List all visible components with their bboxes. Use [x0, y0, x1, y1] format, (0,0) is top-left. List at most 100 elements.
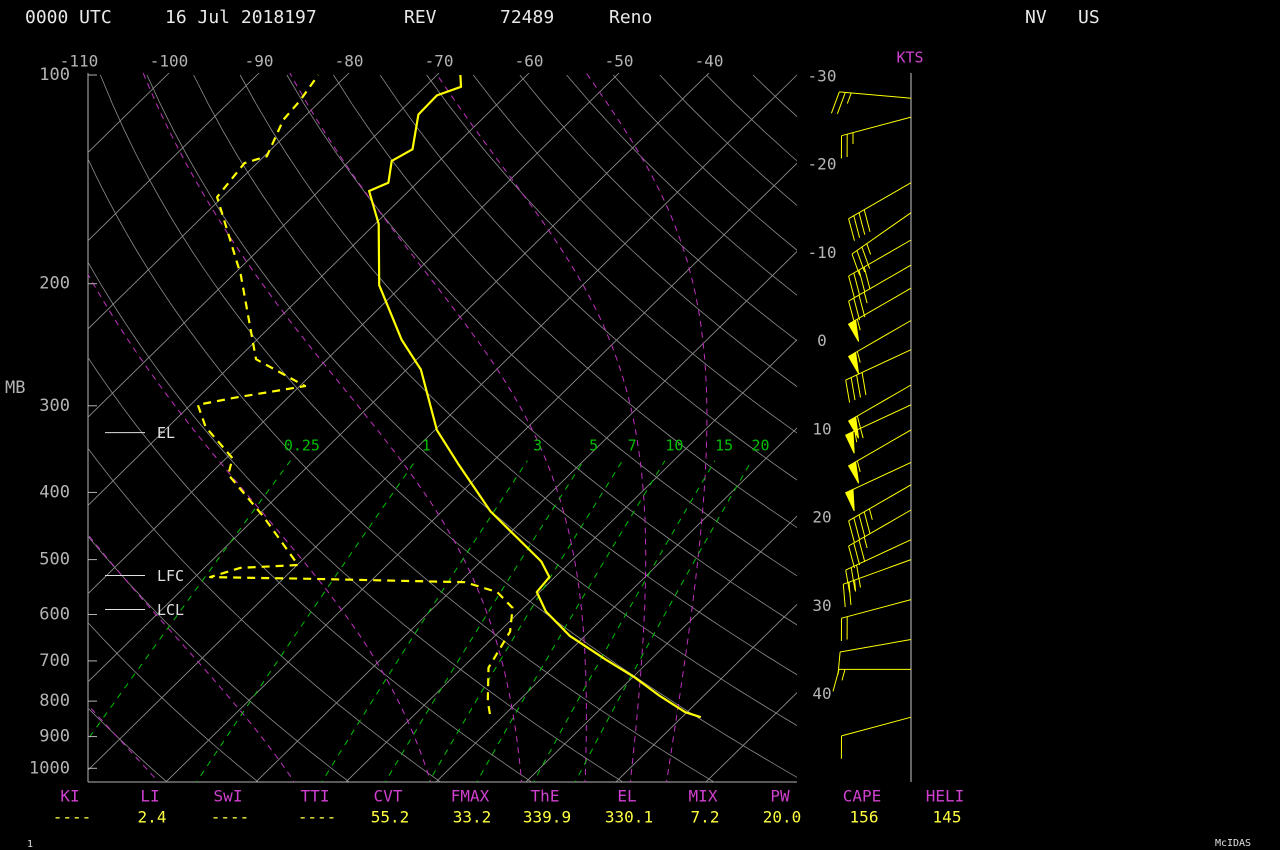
wind-barb: [848, 239, 912, 299]
dry-adiabat: [426, 74, 797, 434]
isotherm: [255, 250, 797, 782]
plot-background-lines: [88, 73, 797, 782]
index-value: ----: [53, 808, 92, 827]
footer-right: McIDAS: [1215, 838, 1251, 849]
wind-barb-flag: [845, 488, 855, 512]
isotherm-label: 10: [812, 419, 831, 438]
index-name: PW: [770, 787, 790, 806]
index-value: 2.4: [138, 808, 167, 827]
mixing-ratio-label: 15: [715, 437, 733, 455]
dry-adiabat: [88, 622, 259, 782]
isotherm: [88, 73, 710, 683]
mixing-ratio-line: [574, 460, 753, 782]
wind-barb: [848, 264, 912, 324]
header-name: Reno: [609, 7, 652, 28]
wind-barb: [848, 287, 912, 331]
isotherm-label: 30: [812, 596, 831, 615]
wind-barb: [840, 716, 912, 759]
index-value: 20.0: [763, 808, 802, 827]
index-value: ----: [211, 808, 250, 827]
isotherm-label: -20: [808, 155, 837, 174]
mixing-ratio-line: [195, 460, 416, 782]
y-tick-label: 100: [39, 65, 70, 85]
wind-barb: [848, 484, 912, 543]
x-tick-label: -90: [245, 52, 274, 71]
wind-barb-flag: [847, 319, 860, 342]
wind-barb: [848, 384, 912, 439]
x-tick-label: -70: [425, 52, 454, 71]
index-name: ThE: [531, 787, 560, 806]
header: 0000 UTC 16 Jul 2018197 REV 72489 Reno N…: [25, 7, 1100, 28]
isotherm: [88, 73, 260, 242]
x-tick-label: -100: [150, 52, 189, 71]
isotherm-label: 0: [817, 331, 827, 350]
wind-barb: [845, 461, 912, 494]
level-label: EL: [157, 424, 175, 442]
index-value: 339.9: [523, 808, 571, 827]
dry-adiabat: [239, 74, 797, 626]
x-tick-label: -60: [515, 52, 544, 71]
y-tick-label: 600: [39, 604, 70, 624]
wind-barb: [848, 509, 912, 569]
moist-adiabat: [88, 704, 160, 782]
wind-barb: [832, 668, 911, 692]
isotherm: [88, 73, 530, 506]
dry-adiabat: [472, 74, 797, 388]
index-name: SwI: [214, 787, 243, 806]
index-name: KI: [60, 787, 79, 806]
moist-adiabat: [585, 73, 708, 782]
level-label: LFC: [157, 567, 184, 585]
moist-adiabat: [289, 73, 587, 782]
index-value: 156: [850, 808, 879, 827]
wind-barb: [851, 212, 912, 276]
index-value: ----: [298, 808, 337, 827]
wind-unit: KTS: [896, 49, 923, 67]
footer-left: 1: [27, 839, 33, 850]
x-tick-label: -50: [605, 52, 634, 71]
wind-barb: [845, 404, 912, 443]
header-station: REV: [404, 7, 437, 28]
dry-adiabat: [333, 74, 797, 529]
temperature-line: [368, 74, 702, 719]
mixing-ratio-label: 20: [751, 437, 769, 455]
isotherm: [165, 162, 797, 782]
mixing-ratio-label: 5: [589, 437, 598, 455]
header-date: 16 Jul 2018197: [165, 7, 317, 28]
wind-barb: [840, 599, 912, 642]
y-tick-label: 900: [39, 727, 70, 747]
mixing-ratio-label: 0.25: [284, 437, 320, 455]
wind-barb-flag: [847, 461, 860, 484]
index-name: CAPE: [843, 787, 882, 806]
mixing-ratio-label: 1: [422, 437, 431, 455]
y-tick-label: 800: [39, 691, 70, 711]
index-value: 33.2: [453, 808, 492, 827]
dry-adiabat: [100, 74, 797, 778]
moist-adiabat: [435, 73, 647, 782]
y-axis-label: MB: [5, 378, 25, 398]
moist-adiabat: [142, 73, 523, 782]
isotherm: [615, 603, 797, 782]
dry-adiabat: [88, 447, 442, 782]
y-tick-label: 200: [39, 274, 70, 294]
index-name: CVT: [374, 787, 403, 806]
y-tick-label: 500: [39, 550, 70, 570]
dry-adiabat: [379, 74, 797, 481]
mixing-ratio-line: [533, 460, 716, 782]
dry-adiabat: [88, 356, 533, 782]
index-name: HELI: [926, 787, 965, 806]
mixing-ratio-line: [321, 460, 528, 782]
y-tick-label: 1000: [29, 758, 70, 778]
mixing-ratio-label: 7: [628, 437, 637, 455]
header-time: 0000 UTC: [25, 7, 112, 28]
x-tick-label: -40: [695, 52, 724, 71]
mixing-ratio-line: [88, 460, 291, 741]
index-name: MIX: [689, 787, 718, 806]
wind-barb: [845, 539, 912, 593]
isotherm-label: 40: [812, 684, 831, 703]
wind-barb: [842, 559, 912, 608]
isotherm: [345, 339, 797, 782]
